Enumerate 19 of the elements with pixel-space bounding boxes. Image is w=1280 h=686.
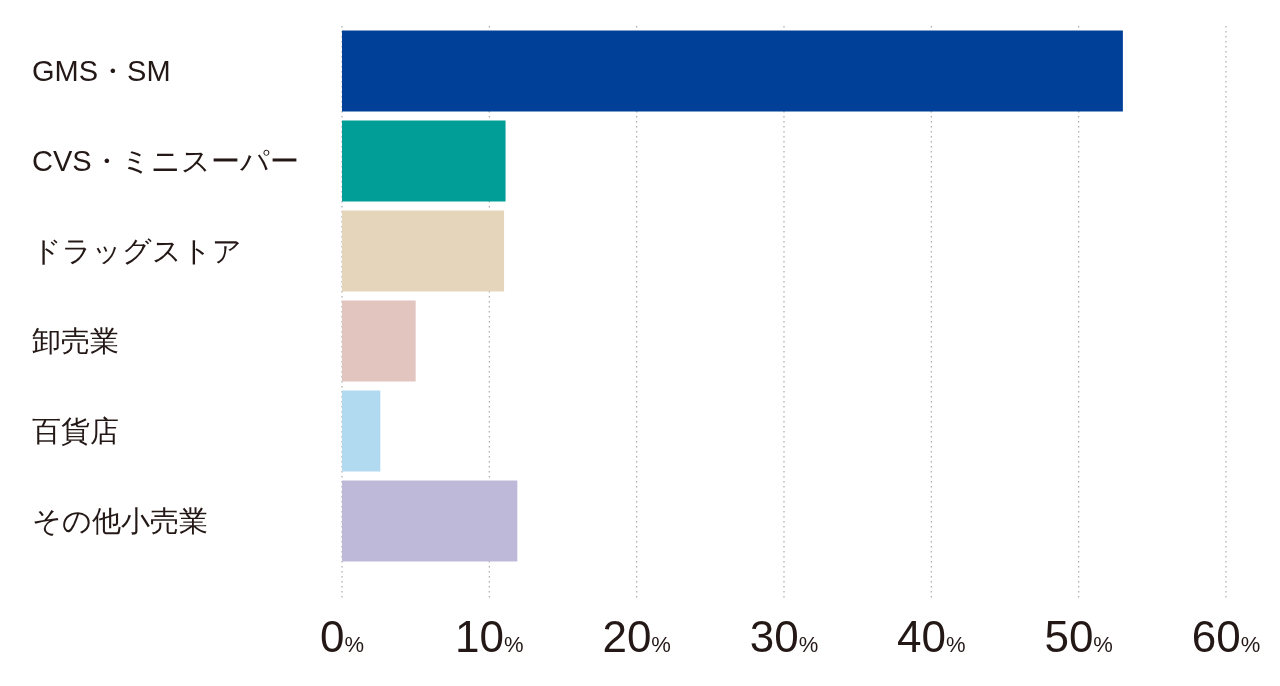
x-tick-label: 20% (602, 612, 671, 661)
bar (342, 390, 381, 472)
y-tick-label: CVS・ミニスーパー (32, 145, 299, 177)
y-tick-label: その他小売業 (32, 505, 208, 537)
x-tick-label: 60% (1191, 612, 1261, 661)
bar (342, 120, 506, 202)
x-tick-label: 0% (319, 612, 365, 661)
bar (342, 300, 416, 382)
x-tick-label: 10% (455, 612, 524, 661)
x-tick-label: 50% (1044, 612, 1113, 661)
bar (342, 480, 518, 562)
bar (342, 30, 1123, 112)
y-tick-label: ドラッグストア (32, 235, 242, 267)
bar (342, 210, 505, 292)
y-tick-label: 卸売業 (32, 325, 119, 357)
x-tick-label: 30% (749, 612, 819, 661)
y-tick-label: GMS・SM (32, 55, 171, 87)
y-tick-label: 百貨店 (32, 415, 119, 447)
x-tick-label: 40% (897, 612, 966, 661)
